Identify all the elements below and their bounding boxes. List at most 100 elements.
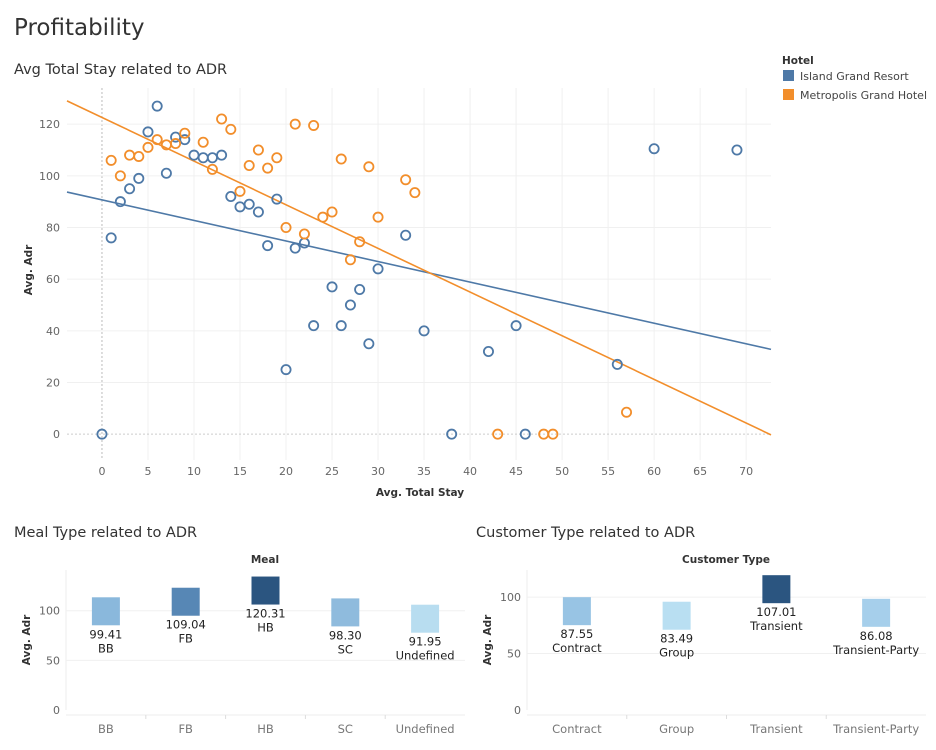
scatter-point: [280, 364, 292, 376]
scatter-point: [105, 232, 117, 244]
scatter-point: [206, 163, 218, 175]
y-tick-label: 50: [46, 654, 60, 667]
x-tick-label: 70: [739, 465, 753, 478]
scatter-point: [354, 283, 366, 295]
bar-mark-bb: [91, 597, 120, 626]
y-tick-label: 20: [46, 377, 60, 390]
scatter-point: [621, 406, 633, 418]
scatter-point: [225, 190, 237, 202]
bar-mark-sc: [331, 598, 360, 627]
x-tick-label: Group: [659, 722, 694, 736]
scatter-point: [611, 358, 623, 370]
scatter-point: [482, 345, 494, 357]
scatter-point: [216, 149, 228, 161]
scatter-point: [298, 237, 310, 249]
scatter-point: [124, 183, 136, 195]
x-tick-label: 20: [279, 465, 293, 478]
data-label: 91.95: [409, 635, 442, 649]
scatter-point: [142, 141, 154, 153]
legend-item-metropolis[interactable]: Metropolis Grand Hotel: [800, 89, 927, 102]
mark-category-label: Group: [659, 646, 694, 660]
scatter-point: [372, 263, 384, 275]
scatter-point: [151, 100, 163, 112]
x-tick-label: Transient: [749, 722, 803, 736]
mark-category-label: BB: [98, 641, 114, 655]
scatter-chart[interactable]: 0 5 10 15 20 25 30 35 40 45 50 55 60 65 70 0 20 40 60 80 100…: [39, 88, 772, 478]
y-tick-label: 100: [39, 170, 60, 183]
scatter-point: [335, 320, 347, 332]
y-tick-label: 40: [46, 325, 60, 338]
scatter-point: [124, 149, 136, 161]
scatter-point: [170, 138, 182, 150]
trend-line-0: [66, 191, 772, 351]
y-tick-label: 100: [39, 605, 60, 618]
scatter-point: [418, 325, 430, 337]
y-tick-label: 50: [507, 648, 521, 661]
customer-y-axis-title: Avg. Adr: [482, 614, 494, 665]
mark-category-label: HB: [257, 621, 274, 635]
scatter-point: [262, 162, 274, 174]
x-tick-label: Transient-Party: [832, 722, 919, 736]
scatter-point: [409, 187, 421, 199]
scatter-point: [648, 143, 660, 155]
scatter-point: [446, 428, 458, 440]
scatter-point: [151, 134, 163, 146]
x-tick-label: 10: [187, 465, 201, 478]
customer-bar-chart[interactable]: 05010087.55ContractContract83.49GroupGro…: [500, 570, 926, 736]
scatter-point: [510, 320, 522, 332]
x-tick-label: 40: [463, 465, 477, 478]
scatter-point: [243, 198, 255, 210]
x-tick-label: HB: [257, 722, 274, 736]
x-tick-label: 0: [98, 465, 105, 478]
x-tick-label: 5: [144, 465, 151, 478]
x-tick-label: 30: [371, 465, 385, 478]
legend[interactable]: Hotel Island Grand Resort Metropolis Gra…: [782, 55, 927, 102]
y-tick-label: 120: [39, 118, 60, 131]
y-tick-label: 80: [46, 222, 60, 235]
data-label: 109.04: [166, 618, 206, 632]
y-tick-label: 100: [500, 591, 521, 604]
y-tick-label: 60: [46, 273, 60, 286]
meal-chart-title: Meal Type related to ADR: [14, 525, 197, 541]
dashboard-title: Profitability: [14, 15, 145, 41]
meal-bar-chart[interactable]: 05010099.41BBBB109.04FBFB120.31HBHB98.30…: [39, 570, 465, 736]
scatter-point: [308, 320, 320, 332]
bar-mark-transient: [762, 575, 791, 604]
scatter-point: [354, 236, 366, 248]
scatter-point: [289, 242, 301, 254]
x-tick-label: FB: [178, 722, 193, 736]
scatter-point: [225, 123, 237, 135]
scatter-point: [298, 228, 310, 240]
scatter-point: [216, 113, 228, 125]
scatter-point: [363, 161, 375, 173]
customer-header: Customer Type: [682, 554, 770, 566]
bar-mark-group: [662, 601, 691, 630]
x-tick-label: 45: [509, 465, 523, 478]
meal-header: Meal: [251, 554, 279, 566]
scatter-point: [243, 159, 255, 171]
mark-category-label: Undefined: [396, 649, 455, 663]
scatter-point: [317, 211, 329, 223]
scatter-title: Avg Total Stay related to ADR: [14, 62, 227, 78]
scatter-point: [252, 206, 264, 218]
scatter-point: [400, 229, 412, 241]
scatter-point: [105, 154, 117, 166]
data-label: 98.30: [329, 628, 362, 642]
legend-item-island[interactable]: Island Grand Resort: [800, 70, 909, 83]
x-tick-label: Contract: [552, 722, 602, 736]
scatter-point: [344, 254, 356, 266]
mark-category-label: SC: [338, 642, 353, 656]
legend-title: Hotel: [782, 55, 814, 67]
x-tick-label: Undefined: [396, 722, 455, 736]
x-tick-label: 25: [325, 465, 339, 478]
y-tick-label: 0: [53, 428, 60, 441]
scatter-point: [271, 152, 283, 164]
data-label: 83.49: [660, 632, 693, 646]
scatter-point: [280, 221, 292, 233]
scatter-point: [372, 211, 384, 223]
y-tick-label: 0: [53, 704, 60, 717]
x-tick-label: 50: [555, 465, 569, 478]
mark-category-label: Transient-Party: [832, 643, 919, 657]
scatter-point: [335, 153, 347, 165]
